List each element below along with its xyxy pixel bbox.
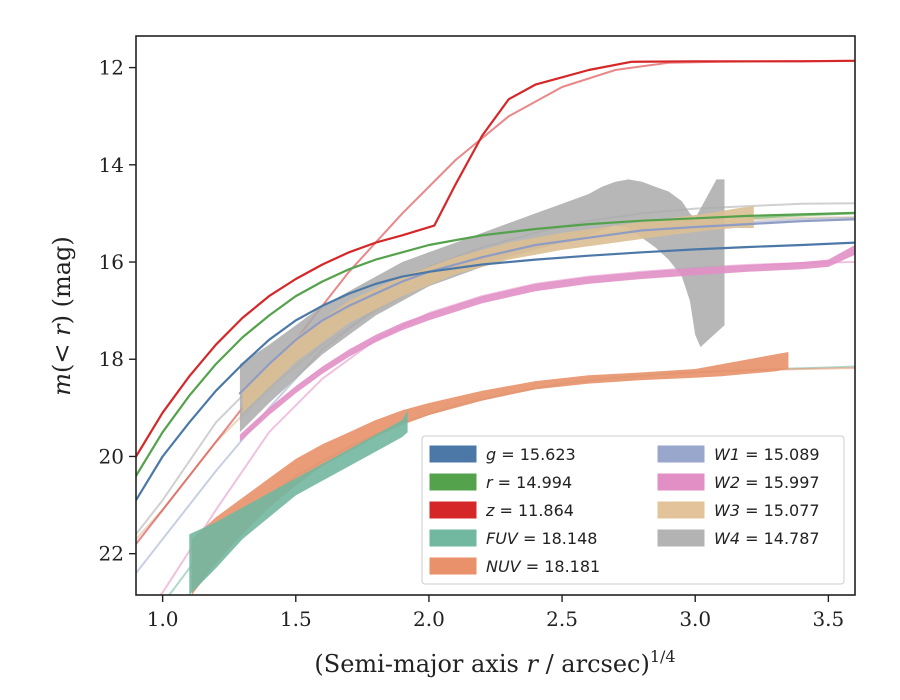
series-r-line [136, 211, 855, 477]
x-tick-label: 2.5 [546, 607, 578, 631]
x-tick-label: 2.0 [413, 607, 445, 631]
series-layer [136, 59, 855, 595]
y-tick-label: 20 [99, 444, 124, 468]
y-tick-label: 12 [99, 56, 124, 80]
ticks-layer: 1.0 1.5 2.0 2.5 3.0 3.5 12 14 16 18 20 22 [99, 56, 845, 631]
legend-label-w1: W1 = 15.089 [714, 445, 820, 464]
x-tick-label: 1.5 [280, 607, 312, 631]
legend-label-w4: W4 = 14.787 [714, 529, 820, 548]
legend-label-w3: W3 = 15.077 [714, 501, 820, 520]
series-fuv-band [189, 410, 408, 595]
legend-label-nuv: NUV = 18.181 [486, 557, 600, 576]
legend-swatch-g [429, 445, 477, 463]
y-tick-label: 14 [99, 153, 124, 177]
x-tick-label: 3.5 [812, 607, 844, 631]
legend-label-r: r = 14.994 [486, 473, 572, 492]
legend-swatch-z [429, 501, 477, 519]
legend-swatch-w2 [657, 473, 705, 491]
series-w2-band [239, 245, 855, 442]
x-tick-label: 3.0 [679, 607, 711, 631]
legend-label-g: g = 15.623 [486, 445, 576, 464]
x-tick-label: 1.0 [147, 607, 179, 631]
x-axis-title: (Semi-major axis r / arcsec)1/4 [314, 647, 675, 678]
legend: g = 15.623 r = 14.994 z = 11.864 FUV = 18.1… [421, 435, 845, 585]
y-axis-title: m(< r) (mag) [48, 236, 76, 396]
legend-label-z: z = 11.864 [485, 501, 574, 520]
legend-swatch-r [429, 473, 477, 491]
legend-swatch-nuv [429, 557, 477, 575]
series-w4-band [239, 179, 725, 433]
legend-swatch-w3 [657, 501, 705, 519]
plot-frame [135, 35, 856, 596]
legend-label-fuv: FUV = 18.148 [486, 529, 597, 548]
legend-swatch-fuv [429, 529, 477, 547]
legend-swatch-w1 [657, 445, 705, 463]
y-tick-label: 18 [99, 347, 124, 371]
y-tick-label: 16 [99, 250, 124, 274]
series-w1-line [238, 218, 855, 395]
y-tick-label: 22 [99, 542, 124, 566]
series-z-line [136, 59, 855, 458]
series-g-line [136, 241, 855, 502]
legend-frame [421, 435, 845, 585]
legend-label-w2: W2 = 15.997 [714, 473, 820, 492]
legend-swatch-w4 [657, 529, 705, 547]
